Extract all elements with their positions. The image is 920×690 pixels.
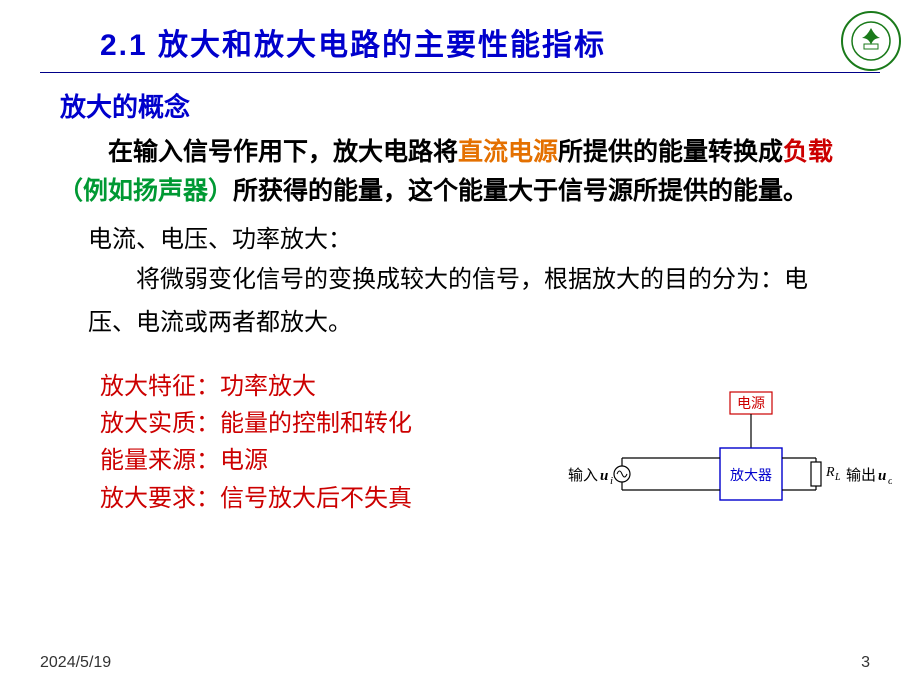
- main-title: 2.1 放大和放大电路的主要性能指标: [40, 20, 606, 64]
- divider: [40, 72, 880, 73]
- diagram-output-label: 输出: [846, 467, 876, 484]
- diagram-uo-sym: u: [878, 468, 886, 484]
- page-number: 3: [861, 654, 870, 672]
- paragraph-concept: 在输入信号作用下，放大电路将直流电源所提供的能量转换成负载 （例如扬声器）所获得的…: [58, 134, 862, 212]
- p1-text-end: 所获得的能量，这个能量大于信号源所提供的能量。: [233, 178, 808, 205]
- diagram-rl-sym: R: [825, 465, 835, 480]
- diagram-uo-sub: o: [888, 475, 892, 487]
- sub-block: 电流、电压、功率放大： 将微弱变化信号的变换成较大的信号，根据放大的目的分为：电…: [64, 222, 862, 346]
- p1-text-pre: 在输入信号作用下，放大电路将: [108, 139, 458, 166]
- sub-body: 将微弱变化信号的变换成较大的信号，根据放大的目的分为：电压、电流或两者都放大。: [88, 259, 844, 345]
- slide: 2.1 放大和放大电路的主要性能指标 放大的概念 在输入信号作用下，放大电路将直…: [0, 0, 920, 690]
- footer-date: 2024/5/19: [40, 654, 111, 672]
- amplifier-diagram: 电源 放大器 输入 u i R L: [562, 388, 892, 538]
- diagram-rl-sub: L: [834, 472, 841, 483]
- university-logo: [840, 10, 902, 77]
- diagram-ui-sub: i: [610, 475, 613, 487]
- diagram-power-label: 电源: [737, 396, 765, 412]
- p1-load-highlight: 负载: [783, 139, 833, 166]
- diagram-ui-sym: u: [600, 468, 608, 484]
- diagram-amp-label: 放大器: [730, 468, 772, 484]
- title-row: 2.1 放大和放大电路的主要性能指标: [40, 20, 880, 64]
- p1-dc-highlight: 直流电源: [458, 139, 558, 166]
- section-subtitle: 放大的概念: [60, 87, 880, 124]
- diagram-input-label: 输入: [568, 467, 598, 484]
- p1-example: （例如扬声器）: [58, 178, 233, 205]
- sub-heading: 电流、电压、功率放大：: [88, 222, 844, 259]
- p1-text-mid: 所提供的能量转换成: [558, 139, 783, 166]
